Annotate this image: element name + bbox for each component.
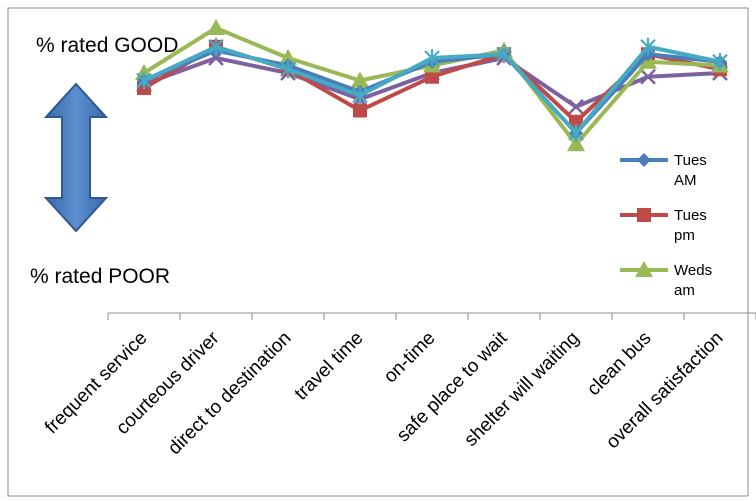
data-point — [352, 86, 368, 105]
series-unnamed-4 — [136, 37, 728, 142]
data-point — [136, 71, 152, 90]
data-point — [568, 98, 584, 115]
data-point — [208, 37, 224, 56]
legend-entry: Weds am — [620, 261, 712, 299]
data-point — [496, 45, 512, 64]
data-point — [640, 68, 656, 85]
legend-label: Tues pm — [674, 207, 707, 244]
legend-label: Tues AM — [674, 152, 707, 189]
legend-label: Weds am — [674, 262, 712, 299]
data-point — [280, 60, 296, 79]
data-point — [424, 49, 440, 67]
data-point — [207, 19, 225, 35]
data-point — [569, 114, 583, 129]
data-point — [279, 49, 297, 65]
legend-marker — [637, 153, 651, 167]
data-point — [567, 135, 585, 152]
bottom-label: % rated POOR — [30, 265, 170, 288]
double-arrow-icon — [43, 82, 109, 233]
data-point — [425, 69, 439, 84]
legend-entry: Tues pm — [620, 207, 707, 244]
data-point — [353, 103, 367, 118]
data-point — [712, 52, 728, 71]
legend-entry: Tues AM — [620, 152, 707, 189]
series-layer — [135, 19, 729, 152]
legend-marker — [637, 208, 651, 222]
legend: Tues AM Tues pm Weds am — [620, 152, 712, 299]
data-point — [640, 37, 656, 56]
data-point — [568, 124, 584, 142]
top-label: % rated GOOD — [36, 34, 178, 57]
legend-marker — [635, 261, 653, 277]
x-axis-ticks — [107, 313, 756, 320]
data-point — [351, 71, 369, 88]
